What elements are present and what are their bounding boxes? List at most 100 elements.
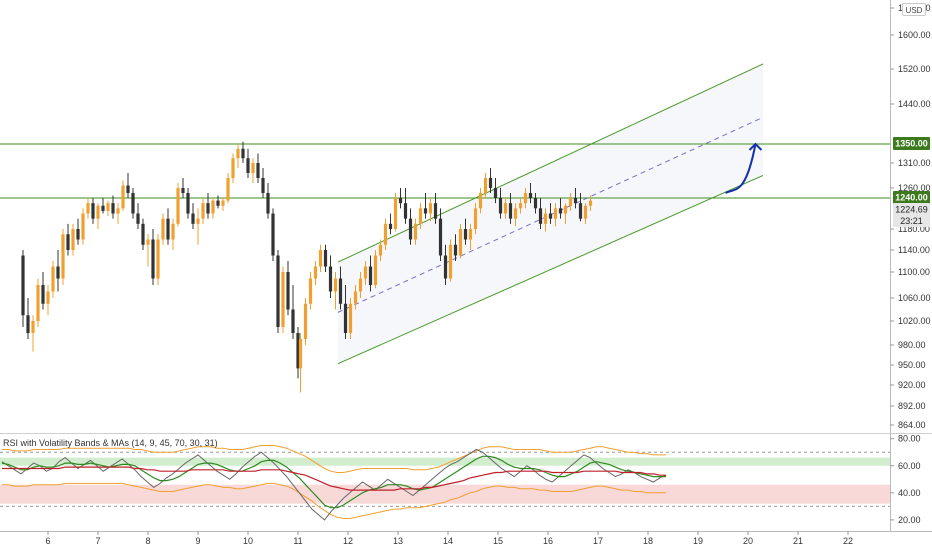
time-tick-label: 10 xyxy=(243,536,253,546)
candle-body xyxy=(373,255,378,285)
candle-body xyxy=(493,188,498,198)
rsi-series xyxy=(1,445,667,521)
indicator-title[interactable]: RSI with Volatility Bands & MAs (14, 9, … xyxy=(3,438,218,448)
badge-1240: 1240.00 xyxy=(893,191,930,204)
candle-body xyxy=(368,266,373,285)
price-tick-label: 1600.00 xyxy=(898,30,931,40)
rsi-tick-label: 20.00 xyxy=(898,515,921,525)
time-tick-label: 22 xyxy=(843,536,853,546)
time-tick-label: 12 xyxy=(343,536,353,546)
price-tick-label: 864.00 xyxy=(898,420,926,430)
time-tick-label: 13 xyxy=(393,536,403,546)
candle-body xyxy=(151,239,155,279)
candle-body xyxy=(276,255,280,327)
price-tick-label: 892.00 xyxy=(898,401,926,411)
candle-body xyxy=(298,339,303,369)
candle-body xyxy=(488,178,493,188)
channel-lower-line[interactable] xyxy=(337,175,764,365)
price-tick-label: 1140.00 xyxy=(898,245,930,255)
price-tick-label: 950.00 xyxy=(898,360,926,370)
candle-body xyxy=(196,218,200,224)
time-tick-label: 20 xyxy=(743,536,753,546)
candle-body xyxy=(573,198,578,204)
forecast-arrow-path[interactable] xyxy=(725,143,757,194)
time-tick-label: 7 xyxy=(95,536,100,546)
candle-body xyxy=(86,203,90,214)
time-axis[interactable]: 6 7 8 9 10 11 12 13 14 15 16 17 18 19 20 21 22 xyxy=(45,531,853,546)
price-tick-label: 980.00 xyxy=(898,340,926,350)
time-tick-label: 8 xyxy=(145,536,150,546)
rsi-zone xyxy=(0,484,890,504)
candle-body xyxy=(46,291,50,304)
rsi-zones xyxy=(0,451,890,507)
time-tick-label: 21 xyxy=(793,536,803,546)
candle-body xyxy=(176,188,180,224)
time-tick-label: 6 xyxy=(45,536,50,546)
candle-body xyxy=(358,278,363,292)
candle-body xyxy=(388,223,393,229)
candle-body xyxy=(51,266,55,292)
candle-body xyxy=(418,208,423,224)
candle-body xyxy=(191,213,195,224)
candle-body xyxy=(453,244,458,256)
rsi-line xyxy=(1,448,667,521)
candle-body xyxy=(41,285,45,304)
candle-body xyxy=(61,234,65,279)
time-tick-label: 19 xyxy=(693,536,703,546)
candle-body xyxy=(156,239,160,279)
candle-body xyxy=(463,229,468,240)
candle-body xyxy=(528,193,533,198)
candle-body xyxy=(121,185,125,209)
candle-body xyxy=(161,218,165,240)
candle-body xyxy=(146,239,150,245)
candle-body xyxy=(81,213,85,240)
candle-body xyxy=(231,158,235,178)
candle-body xyxy=(538,208,543,224)
candle-body xyxy=(206,203,210,214)
rsi-tick-label: 60.00 xyxy=(898,461,921,471)
currency-button[interactable]: USD xyxy=(902,3,926,16)
candle-body xyxy=(348,303,353,333)
candle-body xyxy=(323,250,328,267)
candle-body xyxy=(171,223,175,240)
time-tick-label: 15 xyxy=(493,536,503,546)
candle-body xyxy=(66,234,70,250)
candle-body xyxy=(91,203,95,219)
candle-body xyxy=(458,229,463,256)
forecast-arrow-head[interactable] xyxy=(748,142,763,151)
candle-body xyxy=(236,148,240,159)
forecast-arrow[interactable] xyxy=(725,142,763,194)
candle-body xyxy=(111,203,115,214)
candle-body xyxy=(398,198,403,204)
channel-mid-line[interactable] xyxy=(337,116,764,313)
candle-body xyxy=(338,278,343,304)
candle-body xyxy=(548,213,553,219)
candle-body xyxy=(543,213,548,224)
candle-body xyxy=(353,291,358,304)
candle-body xyxy=(553,208,558,219)
candle-body xyxy=(241,148,245,159)
candle-body xyxy=(503,203,508,214)
time-tick-label: 14 xyxy=(443,536,453,546)
time-tick-label: 17 xyxy=(593,536,603,546)
horizontal-levels[interactable] xyxy=(0,143,890,199)
candle-body xyxy=(136,213,140,224)
channel-upper-line[interactable] xyxy=(337,63,764,263)
candle-body xyxy=(303,303,308,339)
candlestick-series xyxy=(21,141,593,393)
rsi-slow-ma xyxy=(2,466,666,491)
candle-body xyxy=(181,188,185,193)
candle-body xyxy=(56,266,60,279)
price-tick-label: 1100.00 xyxy=(898,267,930,277)
candle-body xyxy=(378,244,383,256)
badge-last-price: 1224.69 xyxy=(893,203,930,216)
candle-body xyxy=(428,203,433,214)
candle-body xyxy=(261,178,265,193)
candle-body xyxy=(211,200,215,214)
rsi-axis[interactable]: 80.00 60.00 40.00 20.00 xyxy=(890,434,921,525)
candle-body xyxy=(131,193,135,214)
rsi-fast-ma xyxy=(1,455,666,509)
candle-body xyxy=(513,208,518,219)
candle-body xyxy=(583,205,588,219)
